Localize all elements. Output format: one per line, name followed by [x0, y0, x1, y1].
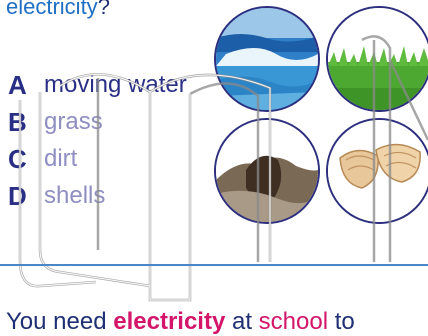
question-keyword: electricity — [6, 0, 98, 19]
answer-c[interactable]: C dirt — [8, 140, 187, 177]
answer-letter: D — [8, 180, 27, 211]
question-text: electricity? — [6, 0, 110, 20]
answer-text: grass — [44, 107, 103, 135]
answer-letter: C — [8, 143, 27, 174]
answer-letter: B — [8, 106, 27, 137]
water-picture[interactable] — [214, 6, 320, 112]
answer-d[interactable]: D shells — [8, 177, 187, 214]
answer-letter: A — [8, 69, 27, 100]
answer-list: A moving water B grass C dirt D shells — [8, 66, 187, 214]
grass-picture[interactable] — [326, 6, 428, 112]
answer-text: moving water — [44, 70, 187, 98]
bottom-sentence: You need electricity at school to — [6, 308, 355, 336]
shells-picture[interactable] — [326, 118, 428, 224]
dirt-picture[interactable] — [214, 118, 320, 224]
answer-text: shells — [44, 181, 106, 209]
answer-text: dirt — [44, 144, 78, 172]
question-suffix: ? — [97, 0, 110, 19]
horizontal-rule — [0, 264, 428, 266]
answer-b[interactable]: B grass — [8, 103, 187, 140]
answer-a[interactable]: A moving water — [8, 66, 187, 103]
